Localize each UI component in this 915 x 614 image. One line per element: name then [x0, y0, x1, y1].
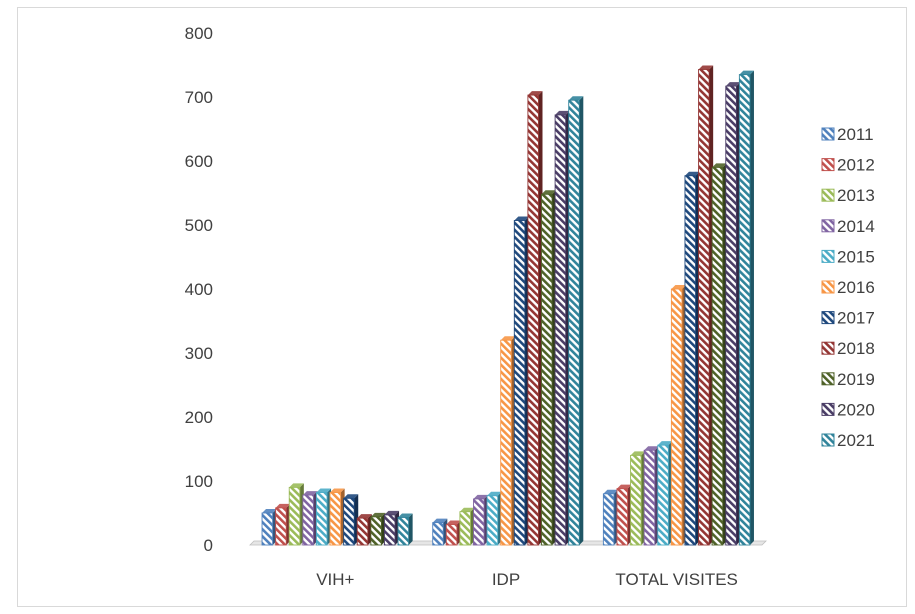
bar: [630, 451, 646, 546]
legend-swatch: [821, 311, 835, 325]
legend-label: 2018: [837, 339, 875, 358]
bar: [513, 216, 529, 546]
legend-label: 2014: [837, 217, 875, 236]
bar: [432, 518, 448, 546]
bar: [541, 190, 557, 546]
bars-layer: [261, 65, 754, 546]
legend-label: 2012: [837, 156, 875, 175]
chart-frame: [17, 7, 907, 607]
legend-entry: 2012: [821, 156, 875, 175]
legend-label: 2011: [837, 125, 874, 144]
bar: [725, 82, 741, 546]
bar: [738, 70, 754, 546]
legend-swatch: [821, 127, 835, 141]
legend-entry: 2018: [821, 339, 875, 358]
legend: 2011 2012 2013 2014 2015 2016 2017 2018 2019 2020…: [821, 125, 875, 450]
legend-label: 2019: [837, 370, 875, 389]
legend-entry: 2011: [821, 125, 874, 144]
bar: [711, 163, 727, 546]
y-tick-label: 400: [185, 280, 213, 299]
bar: [473, 494, 489, 546]
bar: [288, 483, 304, 546]
legend-entry: 2021: [821, 431, 875, 450]
legend-swatch: [821, 219, 835, 233]
x-tick-label: TOTAL VISITES: [615, 570, 738, 589]
bar: [459, 507, 475, 546]
legend-label: 2013: [837, 186, 875, 205]
bar: [643, 446, 659, 546]
bar: [670, 285, 686, 546]
bar: [602, 489, 618, 546]
bar: [356, 514, 372, 546]
legend-entry: 2013: [821, 186, 875, 205]
bar: [554, 110, 570, 546]
legend-swatch: [821, 433, 835, 447]
legend-swatch: [821, 188, 835, 202]
legend-label: 2020: [837, 400, 875, 419]
bar: [261, 509, 277, 546]
legend-entry: 2017: [821, 309, 875, 328]
legend-entry: 2019: [821, 370, 875, 389]
y-tick-label: 700: [185, 88, 213, 107]
bar: [486, 491, 502, 546]
legend-swatch: [821, 280, 835, 294]
legend-label: 2016: [837, 278, 875, 297]
bar: [302, 491, 318, 546]
y-tick-label: 800: [185, 24, 213, 43]
legend-label: 2017: [837, 309, 875, 328]
y-tick-label: 300: [185, 344, 213, 363]
bar: [383, 510, 400, 546]
y-tick-label: 0: [204, 536, 213, 555]
bar: [684, 171, 700, 546]
legend-swatch: [821, 402, 835, 416]
bar: [343, 494, 359, 546]
legend-entry: 2020: [821, 400, 875, 419]
legend-entry: 2014: [821, 217, 875, 236]
legend-label: 2021: [837, 431, 875, 450]
legend-swatch: [821, 158, 835, 172]
bar: [568, 96, 584, 546]
bar: [616, 484, 632, 546]
y-tick-label: 500: [185, 216, 213, 235]
y-tick-label: 600: [185, 152, 213, 171]
bar: [397, 513, 413, 546]
bar: [445, 520, 461, 546]
legend-entry: 2016: [821, 278, 875, 297]
legend-label: 2015: [837, 247, 875, 266]
legend-entry: 2015: [821, 247, 875, 266]
bar: [527, 91, 543, 546]
y-tick-label: 200: [185, 408, 213, 427]
bar: [657, 441, 673, 546]
x-tick-label: IDP: [492, 570, 520, 589]
bar: [500, 336, 516, 546]
bar: [698, 65, 714, 546]
bar: [275, 503, 291, 546]
y-tick-label: 100: [185, 472, 213, 491]
legend-swatch: [821, 249, 835, 263]
x-tick-label: VIH+: [316, 570, 354, 589]
legend-swatch: [821, 372, 835, 386]
bar: [329, 488, 345, 546]
bar: [370, 512, 386, 546]
legend-swatch: [821, 341, 835, 355]
bar: [315, 488, 332, 546]
